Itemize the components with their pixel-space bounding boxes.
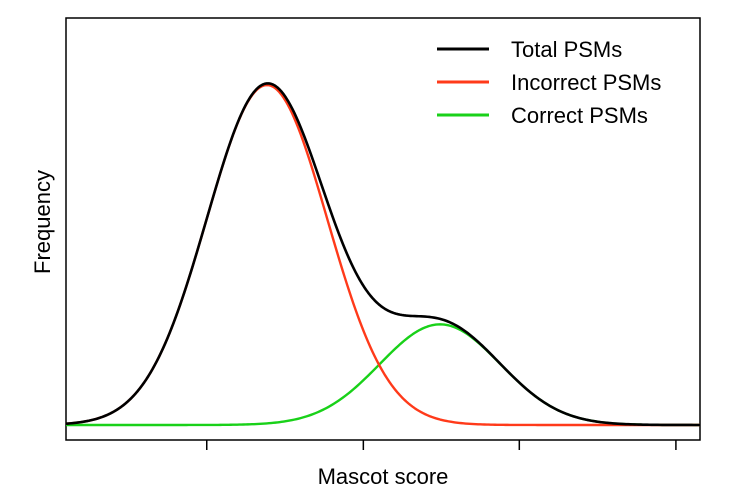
series-curves	[65, 82, 700, 427]
legend-label-incorrect-psms: Incorrect PSMs	[511, 70, 661, 95]
series-line-incorrect-psms	[65, 83, 700, 427]
y-axis-label: Frequency	[30, 170, 55, 274]
legend-label-total-psms: Total PSMs	[511, 37, 622, 62]
legend-label-correct-psms: Correct PSMs	[511, 103, 648, 128]
series-line-total-psms	[65, 82, 700, 427]
x-axis-label: Mascot score	[318, 464, 449, 489]
legend: Total PSMs Incorrect PSMs Correct PSMs	[437, 37, 661, 128]
series-line-correct-psms	[66, 323, 700, 427]
plot-frame	[65, 17, 701, 441]
x-axis-ticks	[205, 440, 677, 450]
